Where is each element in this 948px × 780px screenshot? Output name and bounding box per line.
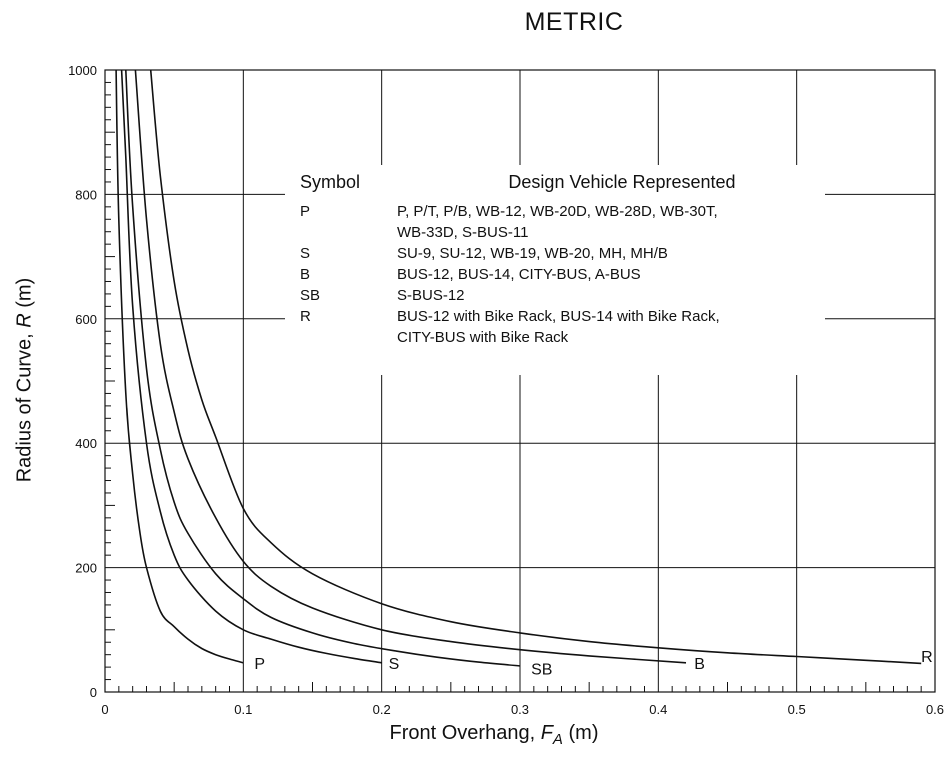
legend-symbol: B: [300, 266, 310, 283]
x-tick-label: 0.4: [649, 702, 667, 717]
y-tick-label: 0: [90, 685, 97, 700]
series-line-r: [149, 69, 922, 665]
y-tick-label: 1000: [68, 63, 97, 78]
series-line-s: [120, 69, 382, 664]
legend-box: Symbol Design Vehicle Represented P P, P/T,…: [285, 165, 825, 375]
y-tick-label: 800: [75, 187, 97, 202]
legend-description: SU-9, SU-12, WB-19, WB-20, MH, MH/B: [397, 245, 668, 262]
legend-symbol: S: [300, 245, 310, 262]
legend-description: BUS-12 with Bike Rack, BUS-14 with Bike …: [397, 308, 720, 325]
series-line-b: [134, 69, 687, 664]
tick-labels: 0 0.1 0.2 0.3 0.4 0.5 0.6 0 200 400 600 800 1000: [68, 63, 944, 717]
x-tick-label: 0.5: [788, 702, 806, 717]
series-line-p: [115, 69, 244, 664]
y-axis-label: Radius of Curve, R (m): [14, 278, 37, 483]
y-tick-label: 400: [75, 436, 97, 451]
y-axis-label-var: R: [13, 313, 36, 328]
legend-description: WB-33D, S-BUS-11: [397, 224, 528, 241]
legend-symbol: P: [300, 203, 310, 220]
legend-header-description: Design Vehicle Represented: [508, 172, 735, 192]
legend-description: CITY-BUS with Bike Rack: [397, 329, 569, 346]
curve-label-b: B: [694, 656, 705, 673]
legend-header-symbol: Symbol: [300, 172, 360, 192]
x-axis-label-suffix: (m): [562, 722, 599, 744]
curves: [115, 69, 922, 667]
legend-symbol: SB: [300, 287, 320, 304]
chart-title: METRIC: [524, 8, 624, 36]
y-tick-label: 600: [75, 312, 97, 327]
x-axis-label-prefix: Front Overhang,: [389, 722, 541, 744]
x-tick-label: 0.2: [373, 702, 391, 717]
y-tick-label: 200: [75, 561, 97, 576]
x-axis-label-sub: A: [552, 731, 563, 748]
curve-labels: P S SB B R: [254, 649, 932, 678]
curve-label-sb: SB: [531, 661, 552, 678]
x-tick-label: 0: [101, 702, 108, 717]
curve-label-r: R: [921, 649, 933, 666]
legend-background: [285, 165, 825, 375]
plot-frame: [104, 69, 936, 693]
legend-description: BUS-12, BUS-14, CITY-BUS, A-BUS: [397, 266, 641, 283]
y-axis-label-prefix: Radius of Curve,: [13, 327, 36, 483]
x-tick-label: 0.1: [234, 702, 252, 717]
plot-border: [104, 69, 936, 693]
x-axis-label-var: F: [540, 722, 553, 744]
legend-description: S-BUS-12: [397, 287, 465, 304]
y-axis-label-suffix: (m): [13, 277, 36, 314]
minor-ticks: [105, 81, 922, 692]
legend-description: P, P/T, P/B, WB-12, WB-20D, WB-28D, WB-3…: [397, 203, 718, 220]
curve-label-s: S: [389, 656, 400, 673]
x-tick-label: 0.6: [926, 702, 944, 717]
x-axis-label: Front Overhang, FA (m): [0, 722, 948, 748]
curve-label-p: P: [254, 656, 265, 673]
series-line-sb: [125, 69, 521, 667]
x-tick-label: 0.3: [511, 702, 529, 717]
legend-symbol: R: [300, 308, 311, 325]
grid: [104, 69, 936, 693]
